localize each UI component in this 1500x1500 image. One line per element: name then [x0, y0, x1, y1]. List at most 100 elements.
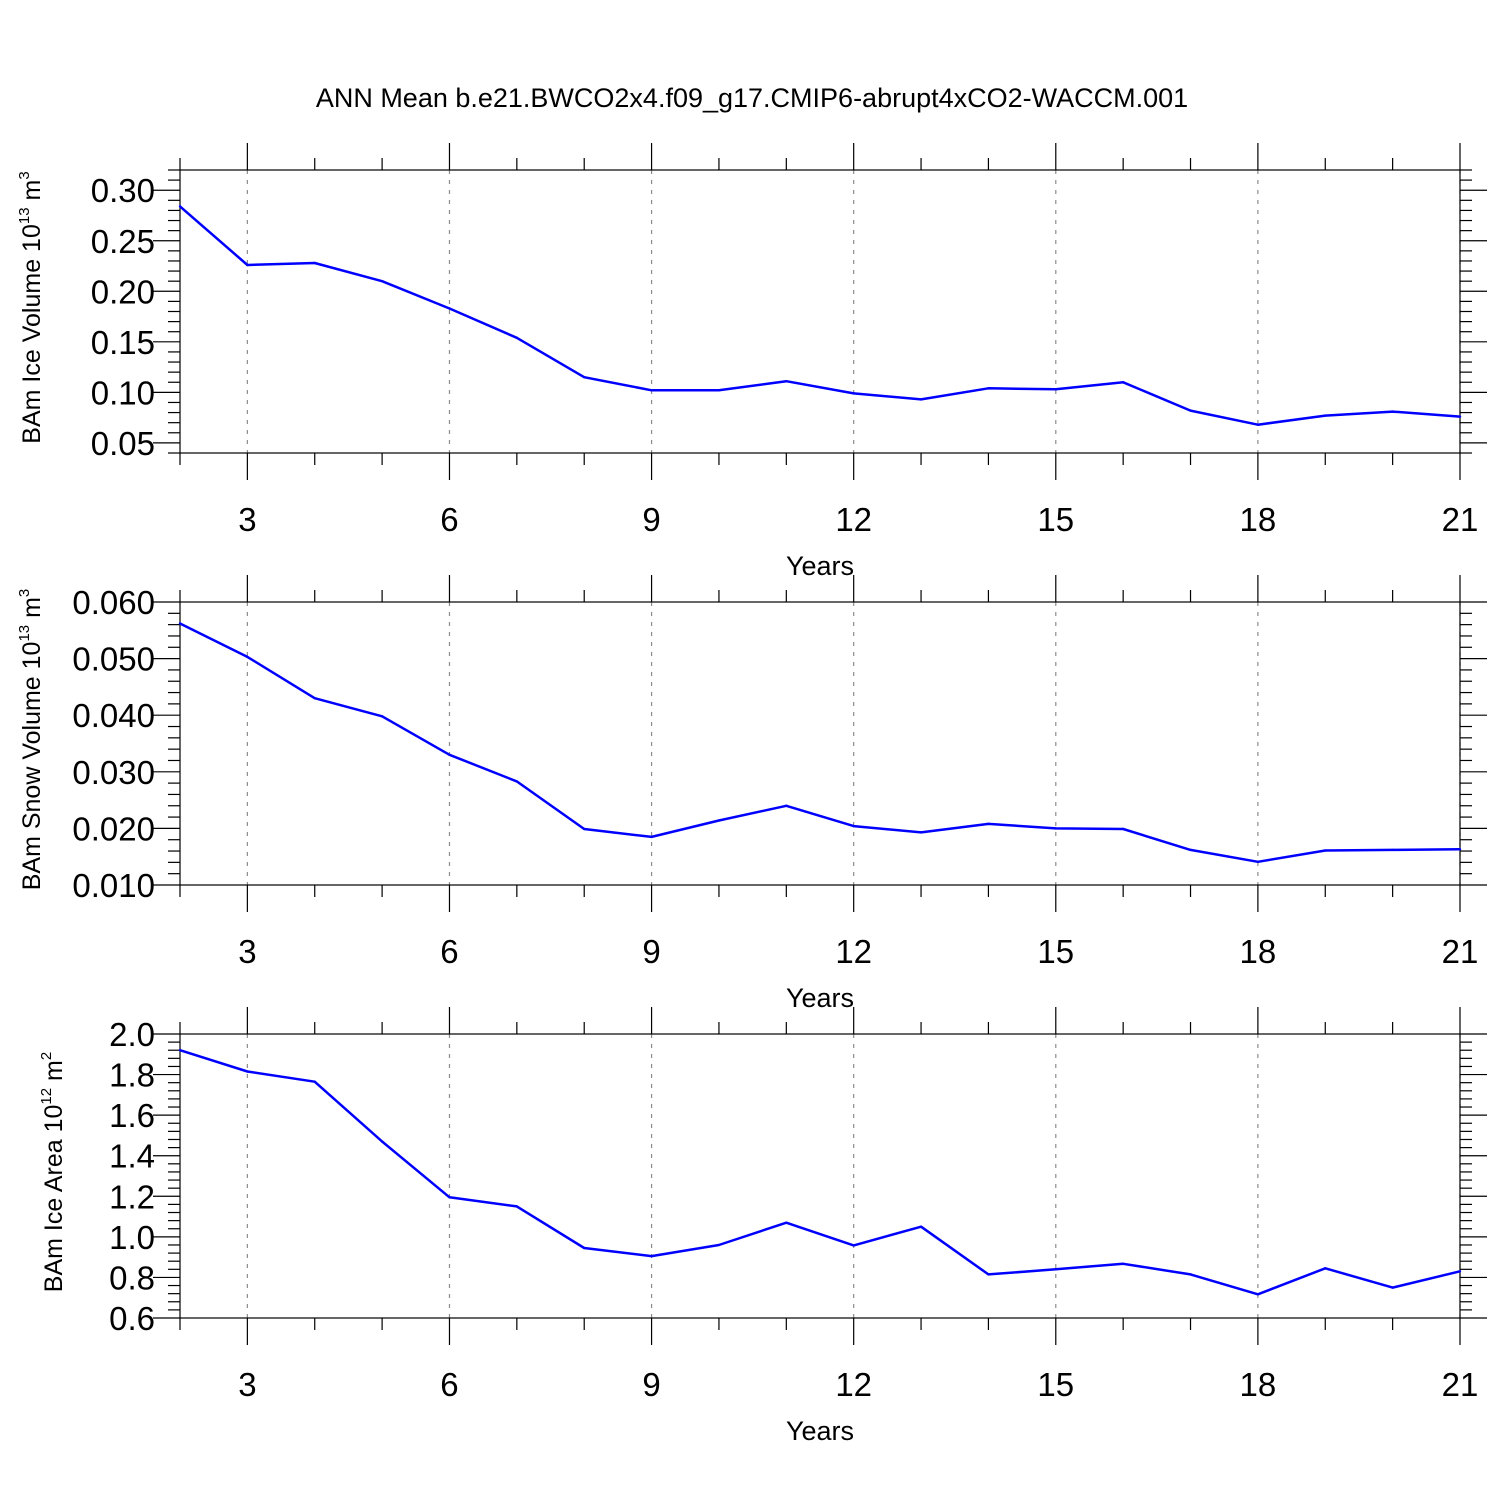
x-tick-label: 3: [238, 1366, 256, 1403]
x-tick-label: 9: [642, 1366, 660, 1403]
y-tick-label: 1.6: [109, 1097, 155, 1134]
data-point: [1121, 381, 1125, 384]
plot-frame: [179, 601, 1461, 886]
plot-frame: [179, 1033, 1461, 1319]
data-point: [650, 835, 653, 839]
y-tick-label: 2.0: [109, 1016, 155, 1053]
data-point: [313, 1080, 316, 1083]
data-point: [380, 1140, 384, 1143]
y-tick-label: 0.20: [91, 273, 155, 310]
x-tick-label: 6: [440, 933, 458, 970]
x-axis-label: Years: [786, 1416, 854, 1446]
x-tick-label: 18: [1240, 933, 1277, 970]
x-tick-label: 18: [1240, 1366, 1277, 1403]
x-tick-label: 18: [1240, 501, 1277, 538]
data-point: [448, 753, 451, 757]
panel-ice-volume: 0.05 0.10 0.15 0.20 0.25 0.30 3 6 9 12 15 18 21 Years…: [16, 143, 1487, 581]
data-point: [1121, 1262, 1125, 1266]
data-point: [1324, 414, 1327, 417]
data-point: [1256, 423, 1260, 426]
x-tick-label: 6: [440, 501, 458, 538]
panel-ice-area: 0.6 0.81.0 1.21.4 1.61.8 2.0 3 6 9 12 15 18 21 Years…: [38, 1007, 1487, 1446]
y-tick-label: 0.6: [109, 1300, 155, 1337]
data-point: [1324, 1267, 1327, 1270]
y-tick-label: 0.8: [109, 1259, 155, 1296]
data-point: [1189, 409, 1192, 412]
y-tick-label: 0.030: [72, 754, 155, 791]
chart-title: ANN Mean b.e21.BWCO2x4.f09_g17.CMIP6-abr…: [316, 83, 1188, 113]
data-point: [717, 819, 721, 822]
data-point: [1458, 848, 1462, 851]
data-point: [1189, 848, 1192, 852]
data-point: [515, 336, 519, 339]
data-point: [1391, 848, 1394, 852]
x-tick-label: 12: [835, 501, 872, 538]
data-point: [313, 261, 316, 265]
y-tick-label: 0.05: [91, 425, 155, 462]
data-point: [717, 1243, 721, 1247]
data-point: [246, 1070, 249, 1073]
y-tick-label: 0.020: [72, 810, 155, 847]
data-point: [448, 307, 451, 310]
data-point: [1054, 827, 1057, 830]
data-point: [987, 387, 990, 390]
data-point: [178, 622, 182, 625]
x-tick-label: 15: [1037, 501, 1074, 538]
data-point: [650, 1254, 653, 1258]
x-tick-label: 6: [440, 1366, 458, 1403]
x-tick-label: 15: [1037, 933, 1074, 970]
data-point: [1256, 1293, 1260, 1296]
x-tick-label: 12: [835, 1366, 872, 1403]
data-point: [852, 824, 855, 828]
data-point: [1458, 1270, 1462, 1273]
y-tick-label: 0.060: [72, 584, 155, 621]
y-tick-label: 1.2: [109, 1178, 155, 1215]
x-tick-label: 9: [642, 501, 660, 538]
panel-snow-volume: 0.010 0.020 0.030 0.040 0.050 0.060 3 6 9 12 15 18 2…: [16, 575, 1487, 1013]
data-point: [583, 375, 586, 379]
x-tick-label: 3: [238, 933, 256, 970]
data-point: [919, 1225, 923, 1228]
data-point: [650, 389, 653, 392]
data-point: [852, 1244, 855, 1247]
data-point: [583, 1246, 586, 1250]
x-tick-label: 3: [238, 501, 256, 538]
y-tick-label: 1.8: [109, 1057, 155, 1094]
plot-frame: [179, 169, 1461, 454]
data-point: [178, 205, 182, 208]
y-axis-label: BAm Ice Volume 1013 m3: [16, 171, 46, 443]
data-point: [178, 1049, 182, 1052]
data-point: [717, 389, 721, 392]
y-tick-label: 0.050: [72, 641, 155, 678]
y-tick-label: 0.30: [91, 172, 155, 209]
x-tick-label: 15: [1037, 1366, 1074, 1403]
data-point: [785, 1221, 788, 1224]
x-tick-label: 21: [1442, 501, 1479, 538]
data-point: [1054, 1268, 1057, 1271]
x-tick-label: 12: [835, 933, 872, 970]
data-point: [583, 827, 586, 831]
data-point: [515, 780, 519, 783]
data-point: [448, 1196, 451, 1199]
data-point: [785, 380, 788, 383]
data-point: [987, 1273, 990, 1276]
x-tick-label: 9: [642, 933, 660, 970]
data-point: [1324, 849, 1327, 852]
series-line: [179, 622, 1461, 864]
data-point: [1054, 388, 1057, 391]
y-tick-label: 0.040: [72, 697, 155, 734]
data-point: [1391, 410, 1394, 413]
data-point: [1121, 827, 1125, 831]
data-point: [852, 392, 855, 395]
data-point: [1391, 1286, 1394, 1289]
data-point: [313, 697, 316, 700]
y-tick-label: 0.10: [91, 374, 155, 411]
data-point: [380, 715, 384, 718]
y-tick-label: 0.15: [91, 324, 155, 361]
data-point: [246, 263, 249, 267]
y-axis-label: BAm Ice Area 1012 m2: [38, 1052, 68, 1292]
data-point: [515, 1205, 519, 1208]
x-tick-label: 21: [1442, 933, 1479, 970]
data-point: [785, 804, 788, 807]
